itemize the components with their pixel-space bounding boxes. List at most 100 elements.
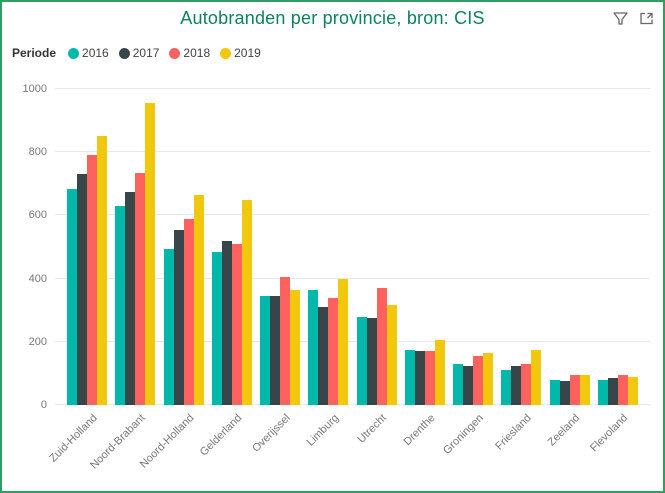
bars-layer: Zuid-Holland Noord-Brabant Noord-Holland Ge…	[47, 89, 650, 472]
bar-Drenthe-2016[interactable]	[404, 349, 415, 405]
bar-group-Flevoland: Flevoland	[588, 89, 638, 454]
bar-Utrecht-2019[interactable]	[386, 305, 397, 405]
bar-Drenthe-2019[interactable]	[434, 340, 445, 405]
bar-Groningen-2019[interactable]	[483, 352, 494, 405]
gridline-800	[55, 151, 650, 153]
bar-group-Noord-Brabant: Noord-Brabant	[88, 89, 156, 472]
x-axis-label-Friesland: Friesland	[493, 412, 534, 453]
bar-Overijssel-2017[interactable]	[270, 295, 281, 405]
bar-Drenthe-2018[interactable]	[424, 351, 435, 405]
bar-group-Noord-Holland: Noord-Holland	[137, 89, 204, 471]
bar-Overijssel-2016[interactable]	[260, 295, 271, 405]
gridline-400	[55, 277, 650, 279]
legend-item-2019[interactable]: 2019	[220, 46, 261, 60]
x-axis-label-Zeeland: Zeeland	[545, 412, 583, 449]
bar-group-Gelderland: Gelderland	[198, 89, 252, 459]
x-axis-label-Drenthe: Drenthe	[401, 412, 438, 449]
bar-group-Zeeland: Zeeland	[546, 89, 590, 449]
gridline-0	[55, 404, 650, 405]
bar-Gelderland-2018[interactable]	[231, 243, 242, 405]
legend-title: Periode	[12, 46, 57, 60]
gridline-600	[55, 214, 650, 216]
bar-Gelderland-2017[interactable]	[221, 240, 232, 405]
bar-group-Friesland: Friesland	[493, 89, 542, 452]
x-axis-label-Limburg: Limburg	[304, 412, 341, 449]
bar-Zuid-Holland-2017[interactable]	[77, 174, 87, 405]
bar-group-Zuid-Holland: Zuid-Holland	[47, 89, 107, 465]
bar-Limburg-2018[interactable]	[328, 297, 339, 405]
y-axis-label-600: 600	[28, 209, 47, 222]
y-axis-label-400: 400	[28, 272, 47, 285]
x-axis-label-Zuid-Holland: Zuid-Holland	[46, 412, 100, 465]
bar-Zuid-Holland-2018[interactable]	[87, 155, 97, 405]
bar-Noord-Holland-2016[interactable]	[163, 248, 174, 405]
bar-Noord-Holland-2018[interactable]	[183, 218, 194, 405]
bar-Friesland-2019[interactable]	[531, 349, 542, 405]
legend-item-2017[interactable]: 2017	[118, 46, 160, 60]
bar-Noord-Holland-2017[interactable]	[173, 229, 184, 405]
bar-Limburg-2017[interactable]	[318, 307, 329, 405]
x-axis-label-Gelderland: Gelderland	[197, 412, 245, 459]
bar-Utrecht-2016[interactable]	[356, 316, 367, 405]
y-axis-label-200: 200	[28, 335, 47, 348]
y-axis-label-0: 0	[40, 399, 47, 411]
bar-Flevoland-2019[interactable]	[627, 376, 638, 405]
bar-Utrecht-2018[interactable]	[376, 288, 387, 405]
legend-item-label: 2019	[234, 46, 261, 60]
visual-header-icons	[612, 10, 655, 27]
gridline-200	[55, 340, 650, 342]
bar-Friesland-2016[interactable]	[501, 370, 512, 405]
legend-dot-2018	[169, 47, 181, 59]
bar-Noord-Brabant-2016[interactable]	[115, 205, 126, 405]
x-axis-label-Groningen: Groningen	[440, 412, 486, 457]
bar-Groningen-2018[interactable]	[473, 356, 484, 405]
focus-mode-icon[interactable]	[638, 10, 655, 27]
bar-Overijssel-2019[interactable]	[290, 289, 301, 405]
bar-Overijssel-2018[interactable]	[280, 277, 291, 405]
bar-Limburg-2019[interactable]	[338, 278, 349, 405]
bar-Utrecht-2017[interactable]	[366, 318, 377, 405]
bar-Limburg-2016[interactable]	[308, 289, 319, 405]
bar-Zeeland-2018[interactable]	[569, 374, 580, 405]
bar-Friesland-2017[interactable]	[511, 365, 522, 405]
plot-area: 0 200 400 600 800 1000 Zuid-Holland Noord-Brab…	[23, 83, 650, 472]
bar-Flevoland-2016[interactable]	[597, 379, 608, 405]
bar-Drenthe-2017[interactable]	[414, 351, 425, 405]
x-axis-label-Overijssel: Overijssel	[249, 412, 293, 455]
bar-group-Utrecht: Utrecht	[356, 89, 397, 446]
bar-group-Overijssel: Overijssel	[250, 89, 301, 455]
bar-Flevoland-2018[interactable]	[617, 374, 628, 405]
chart-title: Autobranden per provincie, bron: CIS	[180, 8, 485, 28]
legend-item-label: 2017	[132, 46, 160, 60]
bar-Friesland-2018[interactable]	[521, 363, 532, 405]
bar-Zeeland-2016[interactable]	[549, 379, 560, 405]
bar-Noord-Brabant-2019[interactable]	[145, 103, 156, 405]
legend-dot-2019	[220, 47, 232, 59]
bar-Zeeland-2017[interactable]	[559, 381, 570, 405]
bar-Gelderland-2016[interactable]	[211, 251, 222, 405]
x-axis-label-Utrecht: Utrecht	[355, 412, 390, 446]
bar-group-Groningen: Groningen	[441, 89, 494, 457]
legend: Periode 2016 2017 2018 2019	[12, 46, 653, 60]
legend-item-label: 2018	[183, 46, 211, 60]
bar-Zuid-Holland-2019[interactable]	[97, 136, 107, 405]
y-axis-label-800: 800	[28, 146, 47, 159]
legend-items: 2016 2017 2018 2019	[68, 46, 271, 60]
bar-Noord-Holland-2019[interactable]	[193, 194, 204, 405]
legend-item-2016[interactable]: 2016	[68, 46, 109, 60]
filter-icon[interactable]	[612, 10, 629, 27]
bar-Zeeland-2019[interactable]	[579, 374, 590, 405]
bar-Gelderland-2019[interactable]	[241, 199, 252, 405]
legend-dot-2017	[118, 47, 130, 59]
bar-Noord-Brabant-2018[interactable]	[135, 172, 146, 405]
bar-Zuid-Holland-2016[interactable]	[67, 188, 77, 405]
bar-Groningen-2016[interactable]	[453, 363, 464, 405]
x-axis-label-Flevoland: Flevoland	[588, 412, 631, 455]
bar-Groningen-2017[interactable]	[463, 365, 474, 405]
legend-item-2018[interactable]: 2018	[169, 46, 210, 60]
bar-Noord-Brabant-2017[interactable]	[125, 191, 136, 405]
legend-item-label: 2016	[82, 46, 109, 60]
bar-Flevoland-2017[interactable]	[607, 378, 618, 405]
legend-dot-2016	[68, 47, 80, 59]
